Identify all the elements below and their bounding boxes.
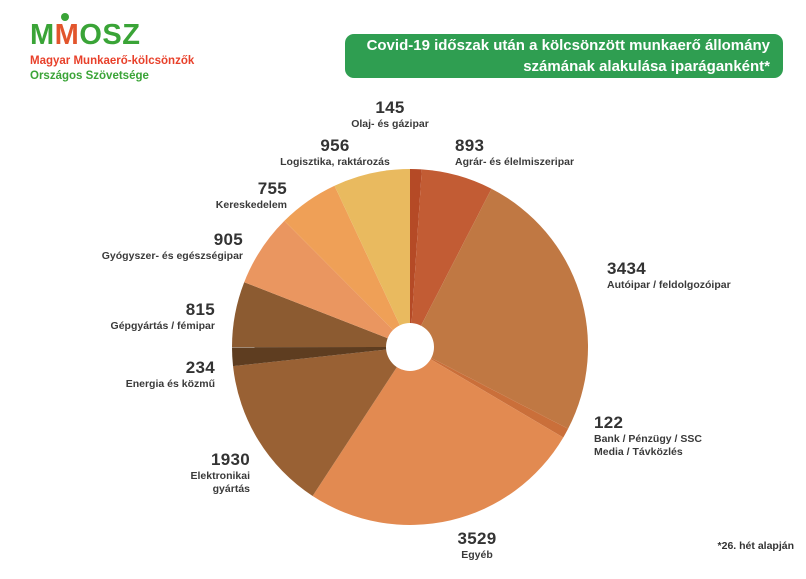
pie-slice-8 bbox=[244, 220, 410, 347]
slice-category: Logisztika, raktározás bbox=[280, 156, 390, 168]
logo-letter-m1: M bbox=[30, 19, 55, 51]
slice-category: Egyéb bbox=[461, 549, 493, 561]
pie-slice-1 bbox=[410, 169, 492, 347]
pie-slice-4 bbox=[312, 347, 564, 525]
pie-chart-svg bbox=[232, 169, 588, 525]
slice-label-elektronikai: 1930 Elektronikai gyártás bbox=[60, 450, 250, 495]
slice-value: 755 bbox=[257, 179, 287, 198]
slice-label-gepgyartas: 815 Gépgyártás / fémipar bbox=[25, 300, 215, 333]
slice-value: 905 bbox=[213, 230, 243, 249]
slice-category: Energia és közmű bbox=[125, 378, 215, 390]
slice-label-energia: 234 Energia és közmű bbox=[25, 358, 215, 391]
slice-category: Elektronikai gyártás bbox=[190, 470, 250, 495]
slice-category: Bank / Pénzügy / SSC Media / Távközlés bbox=[594, 433, 702, 458]
slice-value: 3434 bbox=[607, 259, 647, 278]
slice-value: 956 bbox=[320, 136, 350, 155]
pie-slice-5 bbox=[233, 347, 410, 496]
footnote: *26. hét alapján bbox=[717, 540, 794, 552]
slice-value: 3529 bbox=[457, 529, 497, 548]
slice-category: Autóipar / feldolgozóipar bbox=[607, 279, 731, 291]
slice-label-olaj-es-gazipar: 145 Olaj- és gázipar bbox=[295, 98, 485, 131]
slice-label-gyogyszer: 905 Gyógyszer- és egészségipar bbox=[53, 230, 243, 263]
donut-hole bbox=[386, 323, 434, 371]
pie-slice-0 bbox=[410, 169, 422, 347]
logo-person-icon: M bbox=[54, 13, 80, 51]
slice-label-logisztika: 956 Logisztika, raktározás bbox=[240, 136, 430, 169]
slice-category: Agrár- és élelmiszeripar bbox=[455, 156, 575, 168]
slice-label-egyeb: 3529 Egyéb bbox=[382, 529, 572, 562]
slice-value: 893 bbox=[455, 136, 485, 155]
pie-slice-9 bbox=[284, 185, 410, 347]
pie-slice-2 bbox=[410, 188, 588, 429]
slice-category: Kereskedelem bbox=[215, 199, 287, 211]
slice-value: 145 bbox=[375, 98, 405, 117]
slice-label-agrar: 893 Agrár- és élelmiszeripar bbox=[455, 136, 645, 169]
pie-slice-10 bbox=[334, 169, 410, 347]
slice-value: 1930 bbox=[210, 450, 250, 469]
pie-slice-6 bbox=[232, 347, 410, 367]
pie-chart bbox=[230, 167, 590, 527]
mmosz-logo: MMOSZ Magyar Munkaerő-kölcsönzők Országo… bbox=[30, 13, 195, 84]
slice-label-bank: 122 Bank / Pénzügy / SSC Media / Távközl… bbox=[594, 413, 784, 458]
slice-category: Gépgyártás / fémipar bbox=[110, 320, 215, 332]
page-title: Covid-19 időszak után a kölcsönzött munk… bbox=[366, 37, 770, 75]
logo-letters-osz: OSZ bbox=[79, 19, 141, 51]
logo-subtitle-line1: Magyar Munkaerő-kölcsönzők bbox=[30, 55, 195, 67]
slice-value: 122 bbox=[594, 413, 624, 432]
slice-category: Gyógyszer- és egészségipar bbox=[101, 250, 243, 262]
slice-label-autoipar: 3434 Autóipar / feldolgozóipar bbox=[607, 259, 797, 292]
slice-category: Olaj- és gázipar bbox=[351, 118, 429, 130]
slice-value: 815 bbox=[185, 300, 215, 319]
pie-slice-3 bbox=[410, 347, 569, 438]
logo-subtitle-line2: Országos Szövetsége bbox=[30, 70, 149, 82]
pie-slice-7 bbox=[232, 282, 410, 348]
logo-wordmark: MMOSZ bbox=[30, 13, 194, 51]
slice-label-kereskedelem: 755 Kereskedelem bbox=[97, 179, 287, 212]
title-banner: Covid-19 időszak után a kölcsönzött munk… bbox=[345, 34, 783, 78]
slice-value: 234 bbox=[185, 358, 215, 377]
